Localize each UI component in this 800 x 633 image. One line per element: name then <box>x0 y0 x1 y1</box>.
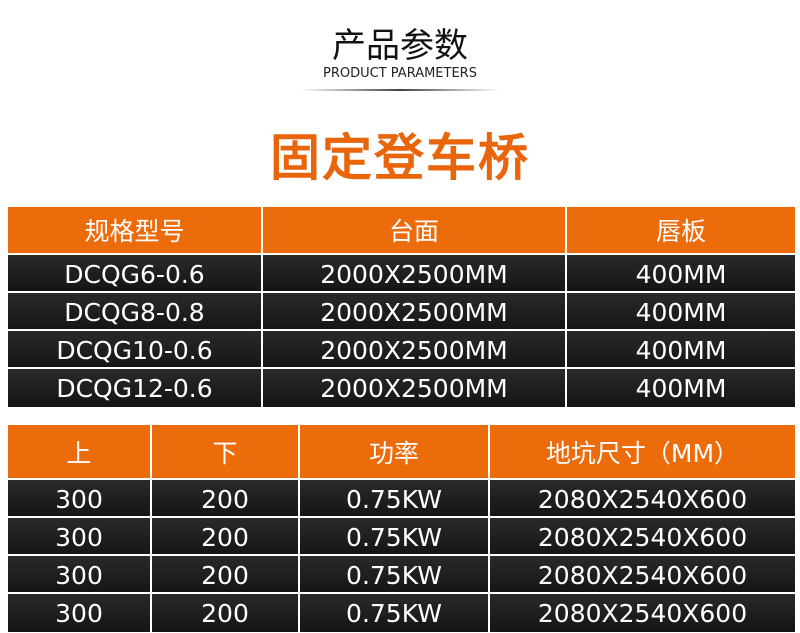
data-cell: 200 <box>152 518 300 556</box>
data-row: DCQG8-0.8 2000X2500MM 400MM <box>8 291 795 331</box>
data-cell: 0.75KW <box>300 594 490 632</box>
data-row: 300 200 0.75KW 2080X2540X600 <box>8 516 795 556</box>
data-cell: 2080X2540X600 <box>537 560 748 590</box>
header-cell: 台面 <box>263 207 567 253</box>
data-cell: 2000X2500MM <box>263 331 567 369</box>
data-cell: 200 <box>152 556 300 594</box>
data-cell: 300 <box>8 480 152 518</box>
data-cell: 0.75KW <box>300 480 490 518</box>
data-cell: 2000X2500MM <box>263 293 567 331</box>
data-cell: 2000X2500MM <box>263 369 567 407</box>
divider <box>300 89 500 91</box>
data-cell: 2080X2540X600 <box>537 598 748 628</box>
data-cell: 400MM <box>635 373 727 403</box>
data-row: 300 200 0.75KW 2080X2540X600 <box>8 478 795 518</box>
data-row: 300 200 0.75KW 2080X2540X600 <box>8 554 795 594</box>
product-title: 固定登车桥 <box>270 129 530 187</box>
header-cell: 规格型号 <box>8 207 263 253</box>
data-cell: DCQG6-0.6 <box>8 255 263 293</box>
table: 上下功率 地坑尺寸（MM） 300 200 0.75KW 2080X2540X600 300… <box>8 425 795 632</box>
data-row: DCQG6-0.6 2000X2500MM 400MM <box>8 253 795 293</box>
data-cell: 300 <box>8 556 152 594</box>
data-row: DCQG10-0.6 2000X2500MM 400MM <box>8 329 795 369</box>
header-cell: 下 <box>152 425 300 478</box>
data-cell: 300 <box>8 594 152 632</box>
data-cell: 0.75KW <box>300 518 490 556</box>
data-row: 300 200 0.75KW 2080X2540X600 <box>8 592 795 632</box>
data-cell: 400MM <box>635 259 727 289</box>
header-cell: 地坑尺寸（MM） <box>545 438 740 468</box>
header-cell: 功率 <box>300 425 490 478</box>
data-cell: 200 <box>152 594 300 632</box>
section-subtitle: PRODUCT PARAMETERS <box>323 66 477 81</box>
header-cell: 上 <box>8 425 152 478</box>
data-row: DCQG12-0.6 2000X2500MM 400MM <box>8 367 795 407</box>
data-cell: 200 <box>152 480 300 518</box>
section-title: 产品参数 <box>332 26 468 66</box>
data-cell: 300 <box>8 518 152 556</box>
data-cell: DCQG10-0.6 <box>8 331 263 369</box>
data-cell: 2080X2540X600 <box>537 522 748 552</box>
header-cell: 唇板 <box>655 217 706 246</box>
data-cell: DCQG8-0.8 <box>8 293 263 331</box>
data-cell: 400MM <box>635 297 727 327</box>
data-cell: 400MM <box>635 335 727 365</box>
data-cell: DCQG12-0.6 <box>8 369 263 407</box>
table: 规格型号 台面 唇板 DCQG6-0.6 2000X2500MM 400MM DCQG8-0… <box>8 207 795 407</box>
data-cell: 2080X2540X600 <box>537 484 748 514</box>
data-cell: 2000X2500MM <box>263 255 567 293</box>
header-row: 规格型号 台面 唇板 <box>8 207 795 253</box>
header-row: 上下功率 地坑尺寸（MM） <box>8 425 795 478</box>
data-cell: 0.75KW <box>300 556 490 594</box>
